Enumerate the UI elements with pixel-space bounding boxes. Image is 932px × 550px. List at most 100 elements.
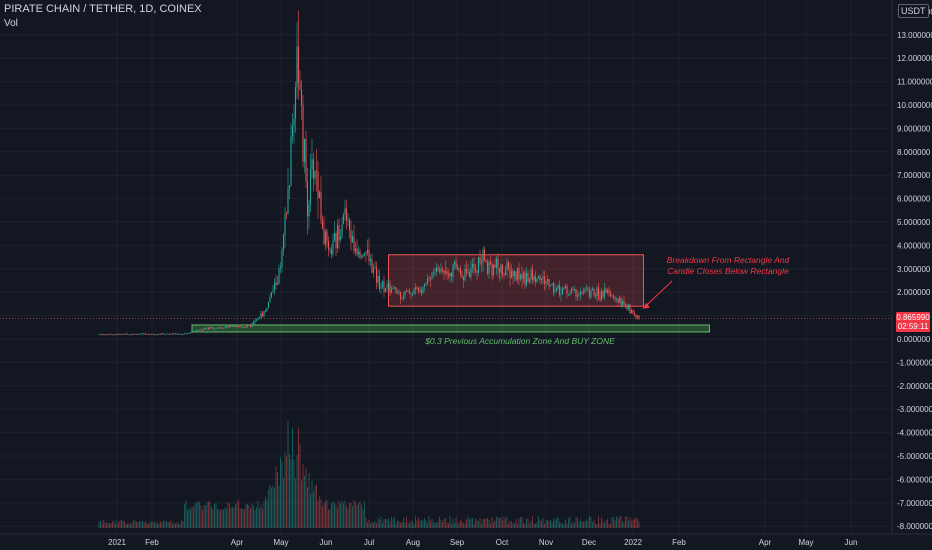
volume-bar [334, 502, 335, 528]
candle-body [501, 264, 504, 275]
candle-body [572, 288, 574, 290]
candle-body [240, 326, 243, 328]
candle-body [219, 327, 222, 329]
candle-body [153, 334, 156, 336]
candle-body [629, 304, 631, 314]
volume-bar [352, 506, 353, 528]
y-axis[interactable]: 13.000000 12.000000 11.000000 10.000000 9.00… [891, 0, 932, 534]
candle-body [137, 334, 139, 336]
candle-body [617, 299, 619, 303]
candle-body [347, 220, 349, 221]
x-axis[interactable]: 2021 Feb Apr May Jun Jul Aug Sep Oct Nov Dec 2022 Fe… [0, 533, 932, 547]
x-tick-label: May [798, 538, 813, 547]
candle-body [318, 191, 321, 199]
volume-bar [170, 520, 172, 528]
candle-body [290, 136, 292, 186]
volume-bar [440, 520, 442, 528]
candle-body [512, 271, 514, 277]
candle-body [330, 248, 333, 255]
volume-bar [358, 502, 359, 528]
candle-body [473, 263, 475, 269]
volume-bar [274, 487, 275, 528]
candle-body [177, 334, 180, 336]
volume-bar [382, 522, 383, 528]
volume-bar [109, 523, 110, 528]
volume-bar [256, 507, 257, 528]
candle-body [474, 268, 477, 272]
volume-bar [197, 501, 199, 528]
volume-bar [526, 518, 527, 528]
last-price-value: 0.865990 [896, 313, 930, 322]
candle-body [341, 224, 343, 237]
volume-bar [296, 455, 298, 528]
volume-bar [542, 517, 544, 528]
volume-bar [602, 521, 604, 528]
candle-body [509, 268, 511, 278]
candle-body [620, 297, 622, 306]
volume-bar [433, 522, 434, 528]
candle-body [389, 283, 391, 293]
candle-body [530, 269, 532, 279]
volume-bar [580, 518, 581, 528]
volume-bar [136, 521, 137, 528]
candle-body [351, 236, 354, 243]
currency-button[interactable]: USDT [898, 4, 929, 18]
volume-bar [416, 520, 418, 528]
candle-body [594, 295, 597, 297]
volume-bar [223, 509, 224, 528]
volume-bar [454, 523, 455, 528]
volume-bar [485, 519, 487, 528]
candle-body [302, 105, 304, 162]
volume-bar [298, 427, 299, 528]
volume-bar [548, 520, 550, 528]
candle-body [398, 291, 400, 293]
volume-bar [427, 522, 428, 528]
volume-bar [391, 517, 392, 528]
volume-bar [500, 517, 502, 528]
volume-bar [389, 521, 391, 528]
candle-body [429, 278, 432, 279]
candle-body [521, 274, 523, 280]
volume-bar [304, 475, 305, 528]
candle-body [167, 333, 169, 335]
candle-body [234, 326, 237, 328]
candle-body [300, 89, 303, 106]
volume-bar [359, 501, 361, 528]
y-tick-label: 3.000000 [897, 265, 931, 274]
candle-body [285, 213, 288, 215]
volume-bar [571, 523, 572, 528]
candle-body [414, 287, 417, 290]
volume-bar [178, 523, 179, 528]
candle-body [188, 333, 190, 334]
y-tick-label: -2.000000 [897, 382, 932, 391]
candle-body [528, 278, 531, 282]
volume-bar [268, 489, 269, 528]
candle-body [482, 249, 484, 263]
volume-label: Vol [4, 18, 18, 29]
candle-body [455, 261, 457, 267]
candle-body [606, 290, 609, 293]
volume-bar [599, 523, 601, 528]
candle-body [591, 289, 594, 291]
volume-bar [371, 522, 373, 528]
candle-body [623, 301, 625, 305]
volume-bar [317, 500, 319, 528]
candle-body [236, 326, 238, 327]
volume-bar [506, 516, 508, 528]
volume-bar [418, 517, 419, 528]
volume-bar [278, 485, 280, 528]
candle-body [597, 287, 600, 298]
volume-bar [301, 480, 302, 528]
candle-body [459, 269, 462, 275]
y-tick-label: -3.000000 [897, 405, 932, 414]
volume-bar [451, 523, 452, 528]
candle-body [99, 334, 102, 335]
candle-body [407, 290, 409, 292]
volume-bar [586, 519, 587, 528]
candle-body [333, 233, 336, 241]
volume-bar [509, 520, 511, 528]
volume-bar [403, 518, 404, 528]
candle-body [270, 291, 273, 297]
volume-bar [517, 523, 518, 528]
